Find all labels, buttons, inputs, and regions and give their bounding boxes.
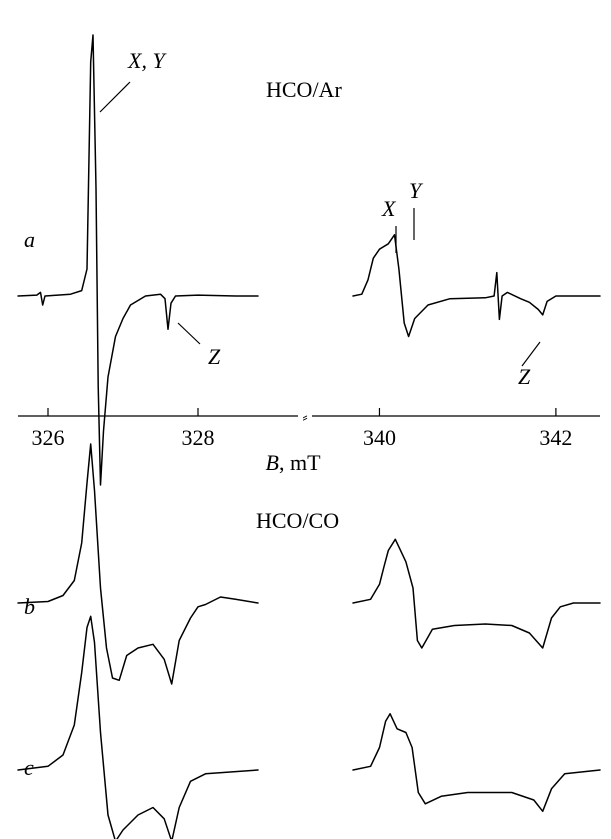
panel-label-b: b <box>24 594 35 619</box>
annotation-z-left: Z <box>208 344 221 369</box>
panel-label-a: a <box>24 227 35 252</box>
spectrum-a-right <box>352 234 601 338</box>
annotation-z-left-leader <box>177 322 201 345</box>
annotation-z-right-leader <box>521 341 541 367</box>
x-axis-label-variable: B <box>266 450 279 475</box>
spectrum-c-right <box>352 713 601 813</box>
annotation-z-right: Z <box>518 364 531 389</box>
x-ticks: 326 328 340 342 <box>32 408 572 450</box>
x-tick-label-340: 340 <box>363 425 396 450</box>
sample-label-b: HCO/CO <box>256 508 339 533</box>
x-tick-label-326: 326 <box>32 425 65 450</box>
spectrum-a-left <box>17 34 259 486</box>
x-tick-label-342: 342 <box>539 425 572 450</box>
annotation-y-right: Y <box>409 178 424 203</box>
spectrum-traces <box>17 34 601 839</box>
x-axis: ⸗ 326 328 340 342 B , mT <box>18 408 600 475</box>
x-axis-label-unit: , mT <box>279 450 321 475</box>
spectrum-c-left <box>17 615 259 839</box>
spectrum-b-right <box>352 538 601 649</box>
annotation-xy: X, Y <box>127 48 167 73</box>
sample-label-a: HCO/Ar <box>266 77 342 102</box>
spectrum-b-left <box>17 443 259 685</box>
annotation-x-right: X <box>381 196 397 221</box>
x-tick-label-328: 328 <box>182 425 215 450</box>
annotation-xy-leader <box>99 81 131 113</box>
panel-label-c: c <box>24 755 34 780</box>
axis-break-symbol: ⸗ <box>302 409 307 426</box>
